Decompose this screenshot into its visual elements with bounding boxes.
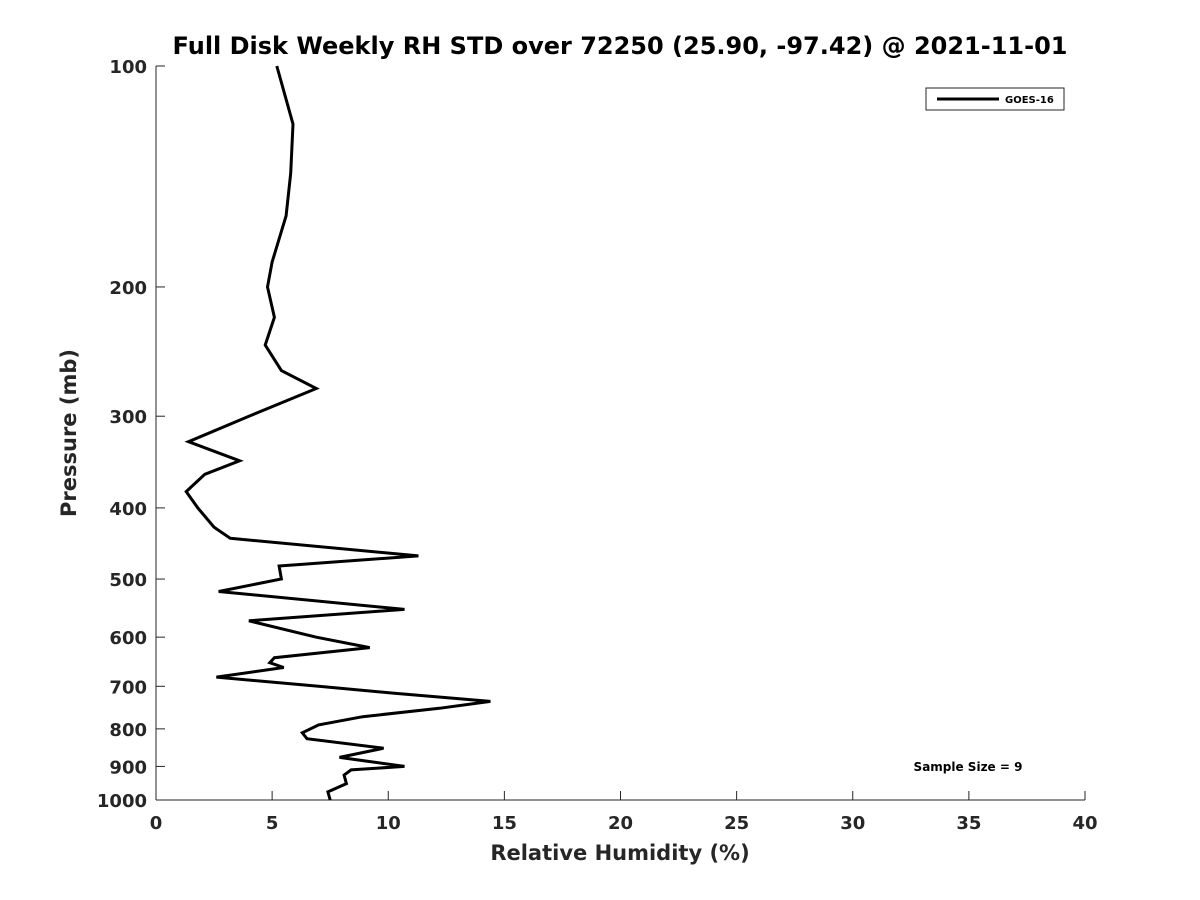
- legend: GOES-16: [925, 87, 1065, 111]
- x-tick-label: 30: [840, 813, 865, 834]
- x-tick-label: 0: [150, 813, 163, 834]
- y-tick-label: 600: [109, 628, 147, 649]
- y-tick-label: 100: [109, 57, 147, 78]
- y-tick-label: 900: [109, 757, 147, 778]
- y-tick-label: 500: [109, 570, 147, 591]
- x-ticks: 0 5 10 15 20 25 30 35 40: [150, 791, 1098, 834]
- y-tick-label: 700: [109, 677, 147, 698]
- chart-title: Full Disk Weekly RH STD over 72250 (25.9…: [173, 32, 1068, 60]
- x-axis-label: Relative Humidity (%): [490, 841, 749, 865]
- x-tick-label: 35: [956, 813, 981, 834]
- y-tick-label: 800: [109, 720, 147, 741]
- y-axis-label: Pressure (mb): [57, 349, 81, 517]
- x-tick-label: 5: [266, 813, 279, 834]
- y-tick-label: 1000: [97, 791, 147, 812]
- x-tick-label: 10: [376, 813, 401, 834]
- x-tick-label: 20: [608, 813, 633, 834]
- legend-label-goes16: GOES-16: [1005, 95, 1054, 106]
- x-tick-label: 15: [492, 813, 517, 834]
- x-tick-label: 40: [1072, 813, 1097, 834]
- y-tick-label: 300: [109, 407, 147, 428]
- y-tick-label: 200: [109, 278, 147, 299]
- x-tick-label: 25: [724, 813, 749, 834]
- y-axis-label-group: Pressure (mb): [57, 349, 81, 517]
- series-layer: [184, 65, 491, 801]
- y-tick-label: 400: [109, 499, 147, 520]
- y-ticks: 100 200 300 400 500 600 700 800 900 1000: [97, 57, 165, 812]
- series-line-goes-16: [184, 65, 491, 801]
- sample-size-annotation: Sample Size = 9: [914, 760, 1023, 774]
